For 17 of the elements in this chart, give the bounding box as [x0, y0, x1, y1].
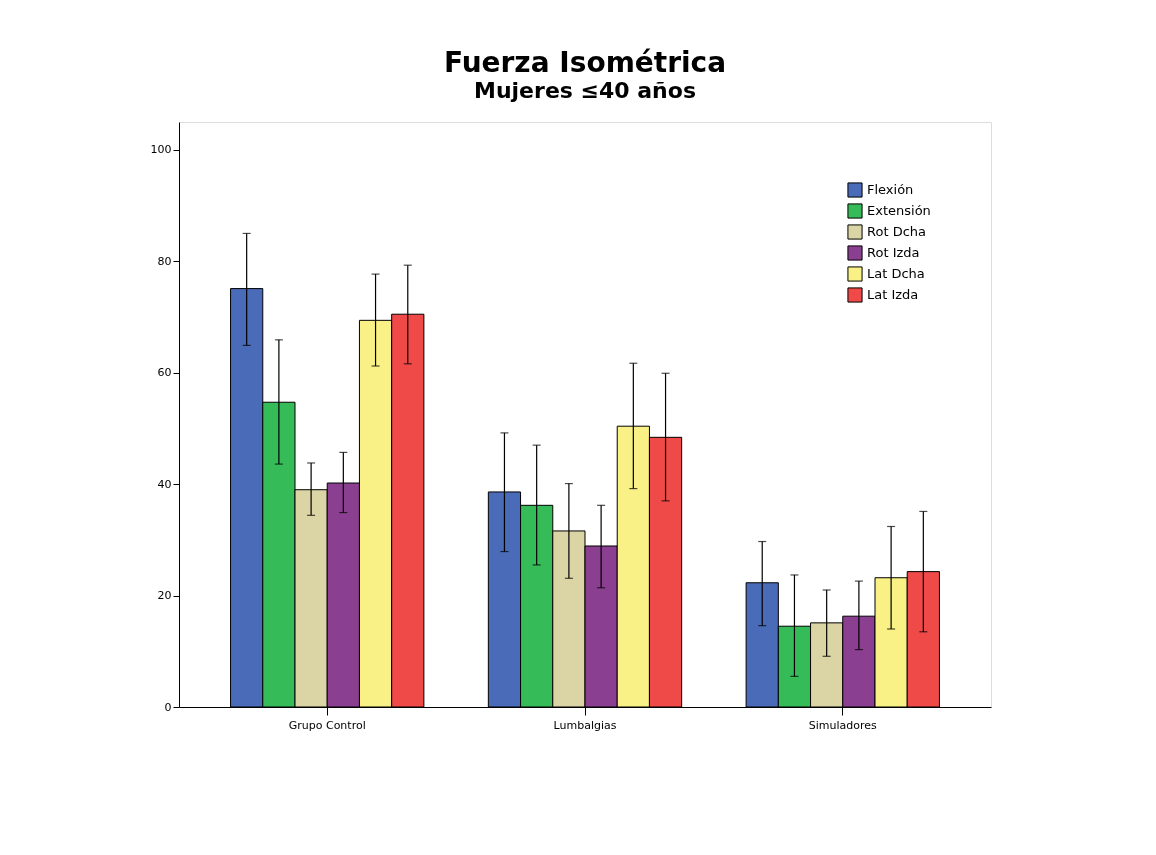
chart-subtitle: Mujeres ≤40 años: [474, 78, 696, 103]
legend-label: Rot Dcha: [867, 224, 926, 239]
legend-label: Extensión: [867, 203, 931, 218]
y-tick-label: 20: [157, 589, 172, 603]
x-tick-label: Lumbalgias: [553, 718, 617, 732]
y-tick-label: 40: [157, 477, 172, 491]
chart-title: Fuerza Isométrica: [443, 46, 727, 79]
legend-label: Rot Izda: [867, 245, 920, 260]
y-tick-label: 100: [150, 143, 172, 157]
x-tick-label: Simuladores: [808, 718, 878, 732]
y-tick-label: 80: [157, 254, 172, 268]
x-tick-label: Grupo Control: [288, 718, 366, 732]
legend-label: Lat Dcha: [867, 266, 925, 281]
legend-label: Flexión: [867, 182, 914, 197]
legend-label: Lat Izda: [867, 287, 919, 302]
y-tick-label: 60: [157, 366, 172, 380]
y-tick-label: 0: [164, 700, 172, 714]
